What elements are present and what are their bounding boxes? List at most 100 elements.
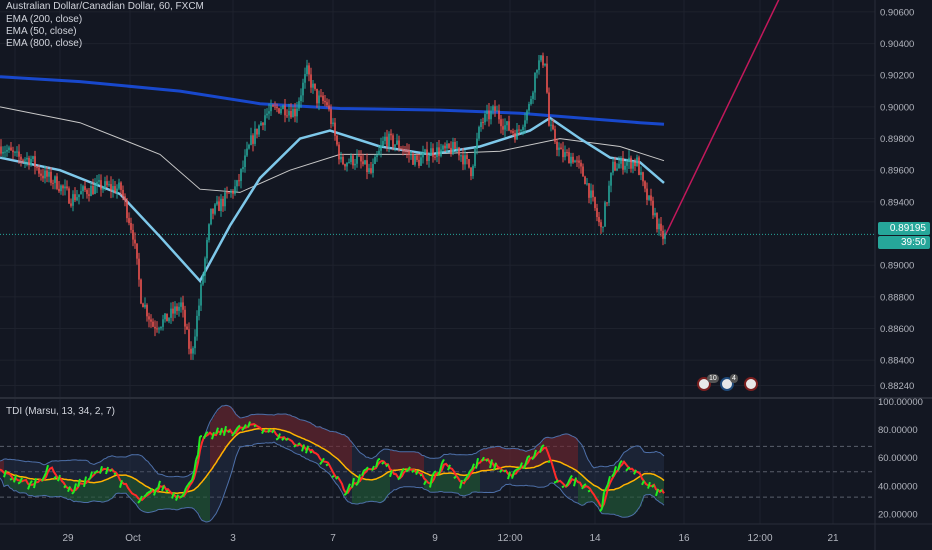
tdi-rsi-segment <box>583 483 587 487</box>
tdi-band-slice <box>584 477 586 505</box>
tdi-band-slice <box>314 425 316 444</box>
legend-ema-200[interactable]: EMA (200, close) <box>6 14 83 25</box>
candle-body <box>234 186 236 194</box>
candle-body <box>458 147 460 156</box>
tdi-band-slice <box>340 433 342 462</box>
tdi-band-slice <box>160 491 162 510</box>
tdi-band-slice <box>272 414 274 429</box>
candle-body <box>148 316 150 320</box>
candle-body <box>6 150 8 152</box>
candlestick-series <box>0 52 666 360</box>
tdi-rsi-segment <box>429 477 433 488</box>
candle-body <box>286 115 288 117</box>
candle-body <box>628 157 630 163</box>
tdi-rsi-segment <box>405 469 409 473</box>
candle-body <box>544 63 546 66</box>
economic-event-icon[interactable]: 4 <box>720 374 738 391</box>
candle-body <box>606 202 608 204</box>
candle-body <box>82 186 84 192</box>
tdi-band-slice <box>344 434 346 466</box>
tdi-band-slice <box>390 449 392 472</box>
tdi-band-slice <box>542 440 544 464</box>
tdi-band-slice <box>384 474 386 501</box>
candle-body <box>204 258 206 276</box>
candle-body <box>184 309 186 327</box>
tdi-band-slice <box>420 453 422 471</box>
tdi-band-slice <box>62 478 64 497</box>
candle-body <box>218 201 220 211</box>
legend-ema-50[interactable]: EMA (50, close) <box>6 26 77 37</box>
tdi-band-slice <box>88 481 90 503</box>
tdi-band-slice <box>332 431 334 455</box>
time-axis[interactable]: 29 Oct 3 7 9 12:00 14 16 12:00 21 <box>62 533 839 544</box>
candle-body <box>528 104 530 111</box>
candle-body <box>490 110 492 120</box>
candle-body <box>260 122 262 126</box>
tdi-band-slice <box>226 405 228 448</box>
tdi-band-slice <box>194 489 196 510</box>
tdi-rsi-segment <box>399 471 403 478</box>
candle-body <box>222 198 224 207</box>
economic-event-icon[interactable]: 10 <box>697 374 719 391</box>
tdi-rsi-segment <box>499 468 503 473</box>
candle-body <box>496 110 498 112</box>
candle-body <box>582 166 584 177</box>
tdi-band-slice <box>112 477 114 499</box>
candle-body <box>656 213 658 230</box>
tdi-rsi-segment <box>27 483 31 490</box>
tdi-lower-band <box>0 441 665 523</box>
tdi-band-slice <box>218 409 220 460</box>
candle-body <box>156 328 158 330</box>
tdi-band-slice <box>26 477 28 494</box>
tdi-tick-label: 20.00000 <box>878 509 918 520</box>
tdi-band-slice <box>32 478 34 496</box>
tdi-band-slice <box>580 473 582 505</box>
candle-body <box>270 105 272 112</box>
candle-body <box>448 143 450 148</box>
tdi-band-slice <box>264 414 266 429</box>
tdi-band-slice <box>258 414 260 429</box>
candle-body <box>618 163 620 169</box>
tdi-rsi-segment <box>41 476 45 482</box>
tdi-band-slice <box>610 489 612 515</box>
tdi-band-slice <box>338 432 340 460</box>
candle-body <box>456 147 458 149</box>
candle-body <box>392 135 394 147</box>
tdi-band-slice <box>150 488 152 513</box>
candle-body <box>594 197 596 209</box>
tdi-band-slice <box>326 429 328 451</box>
tdi-rsi-segment <box>607 476 611 485</box>
tdi-band-slice <box>162 491 164 510</box>
candle-body <box>398 140 400 149</box>
candle-body <box>108 184 110 186</box>
tdi-rsi-segment <box>603 488 607 493</box>
candle-body <box>598 217 600 223</box>
candle-body <box>480 122 482 128</box>
indicator-title[interactable]: TDI (Marsu, 13, 34, 2, 7) <box>6 406 115 417</box>
tdi-band-slice <box>300 419 302 438</box>
tdi-rsi-segment <box>485 458 489 462</box>
tdi-rsi-segment <box>355 482 359 486</box>
candle-body <box>414 155 416 165</box>
tdi-band-slice <box>152 489 154 512</box>
flag-event-icon[interactable] <box>744 377 758 391</box>
price-axis[interactable]: 0.90600 0.90400 0.90200 0.90000 0.89800 0.896… <box>880 7 914 392</box>
tdi-rsi-segment <box>517 467 521 470</box>
candle-body <box>556 141 558 150</box>
tdi-axis[interactable]: 100.00000 80.00000 60.00000 40.00000 20.0000… <box>878 397 923 521</box>
tdi-rsi-segment <box>197 436 201 455</box>
legend-ema-800[interactable]: EMA (800, close) <box>6 38 83 49</box>
tdi-band-slice <box>322 427 324 449</box>
candle-body <box>226 192 228 194</box>
price-tick-label: 0.89800 <box>880 134 914 145</box>
tdi-band-slice <box>86 481 88 503</box>
tdi-rsi-segment <box>267 428 271 434</box>
tdi-rsi-segment <box>231 432 235 437</box>
tdi-band-slice <box>106 479 108 502</box>
tdi-band-slice <box>388 472 390 495</box>
tdi-rsi-segment <box>71 490 75 495</box>
tdi-band-slice <box>554 437 556 461</box>
tdi-rsi-segment <box>73 483 77 492</box>
candle-body <box>508 121 510 131</box>
